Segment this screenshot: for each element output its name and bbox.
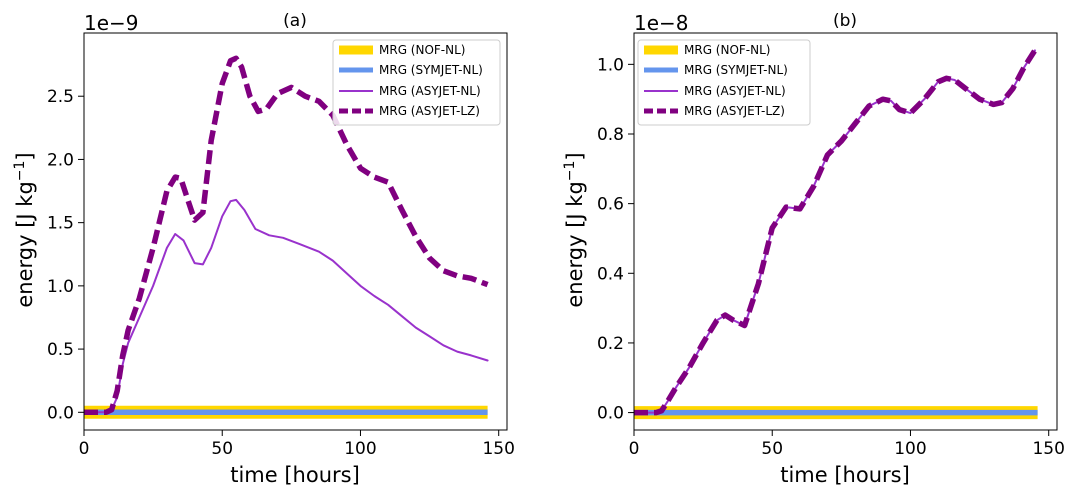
panel-a-axes-frame [83,32,508,431]
panel-a-legend-entry-2: MRG (ASYJET-NL) [379,84,481,98]
panel-b-xtick-label: 50 [761,439,783,459]
panel-b-ytick-label: 0.0 [597,404,624,424]
panel-b-series-line-3 [634,48,1038,416]
panel-b-plot-area: 0 50 100 150 0.0 0.2 0.4 0.6 0.8 1.0 [597,32,1065,459]
panel-a-xtick-label: 0 [79,439,90,459]
panel-a-legend-frame [332,39,501,126]
panel-b-legend: MRG (NOF-NL) MRG (SYMJET-NL) MRG (ASYJET… [637,39,811,126]
panel-b-offset-text: 1e−8 [634,11,689,35]
panel-b-xtick-label: 100 [894,439,926,459]
panel-a-offset-text: 1e−9 [84,11,139,35]
panel-a-ytick-label: 2.0 [47,150,74,170]
panel-b-legend-entry-0: MRG (NOF-NL) [684,43,770,57]
panel-b: (b) 1e−8 energy [J kg−1] time [hours] 0 5… [562,11,1065,487]
panel-a-legend-entry-3: MRG (ASYJET-LZ) [379,104,480,118]
panel-a-title: (a) [283,11,307,31]
panel-a-ylabel: energy [J kg−1] [12,152,37,307]
panel-b-legend-frame [637,39,811,126]
panel-b-ytick-label: 0.4 [597,264,624,284]
panel-b-title: (b) [833,11,857,31]
panel-a-xtick-label: 100 [344,439,376,459]
panel-b-ytick-label: 0.8 [597,125,624,145]
panel-a-legend: MRG (NOF-NL) MRG (SYMJET-NL) MRG (ASYJET… [332,39,501,126]
panel-a: (a) 1e−9 energy [J kg−1] time [hours] 0 5… [12,11,515,487]
panel-a-xtick-label: 150 [482,439,514,459]
panel-b-ylabel: energy [J kg−1] [562,152,587,307]
panel-a-series-line-2 [84,198,489,414]
panel-a-legend-entry-1: MRG (SYMJET-NL) [379,63,483,77]
panel-a-series-line-3 [84,55,489,416]
panel-a-ytick-label: 0.5 [47,340,74,360]
panel-a-ytick-label: 1.5 [47,214,74,234]
panel-a-series-group [84,55,489,419]
panel-b-series-group [634,48,1038,420]
panel-b-ytick-label: 0.6 [597,195,624,215]
panel-b-xtick-label: 150 [1032,439,1064,459]
panel-a-plot-area: 0 50 100 150 0.0 0.5 1.0 1.5 2.0 2.5 [47,32,515,459]
panel-b-xtick-label: 0 [629,439,640,459]
panel-b-xlabel: time [hours] [780,463,910,487]
panel-a-legend-entry-0: MRG (NOF-NL) [379,43,465,57]
panel-b-axes-frame [633,32,1058,431]
panel-a-xlabel: time [hours] [230,463,360,487]
panel-a-ytick-label: 1.0 [47,277,74,297]
panel-b-legend-entry-1: MRG (SYMJET-NL) [684,63,788,77]
panel-b-legend-entry-2: MRG (ASYJET-NL) [684,84,786,98]
panel-a-ytick-label: 2.5 [47,87,74,107]
panel-a-ytick-label: 0.0 [47,403,74,423]
panel-b-ytick-label: 0.2 [597,334,624,354]
panel-b-legend-entry-3: MRG (ASYJET-LZ) [684,104,785,118]
panel-a-xtick-label: 50 [211,439,233,459]
panel-b-ytick-label: 1.0 [597,55,624,75]
